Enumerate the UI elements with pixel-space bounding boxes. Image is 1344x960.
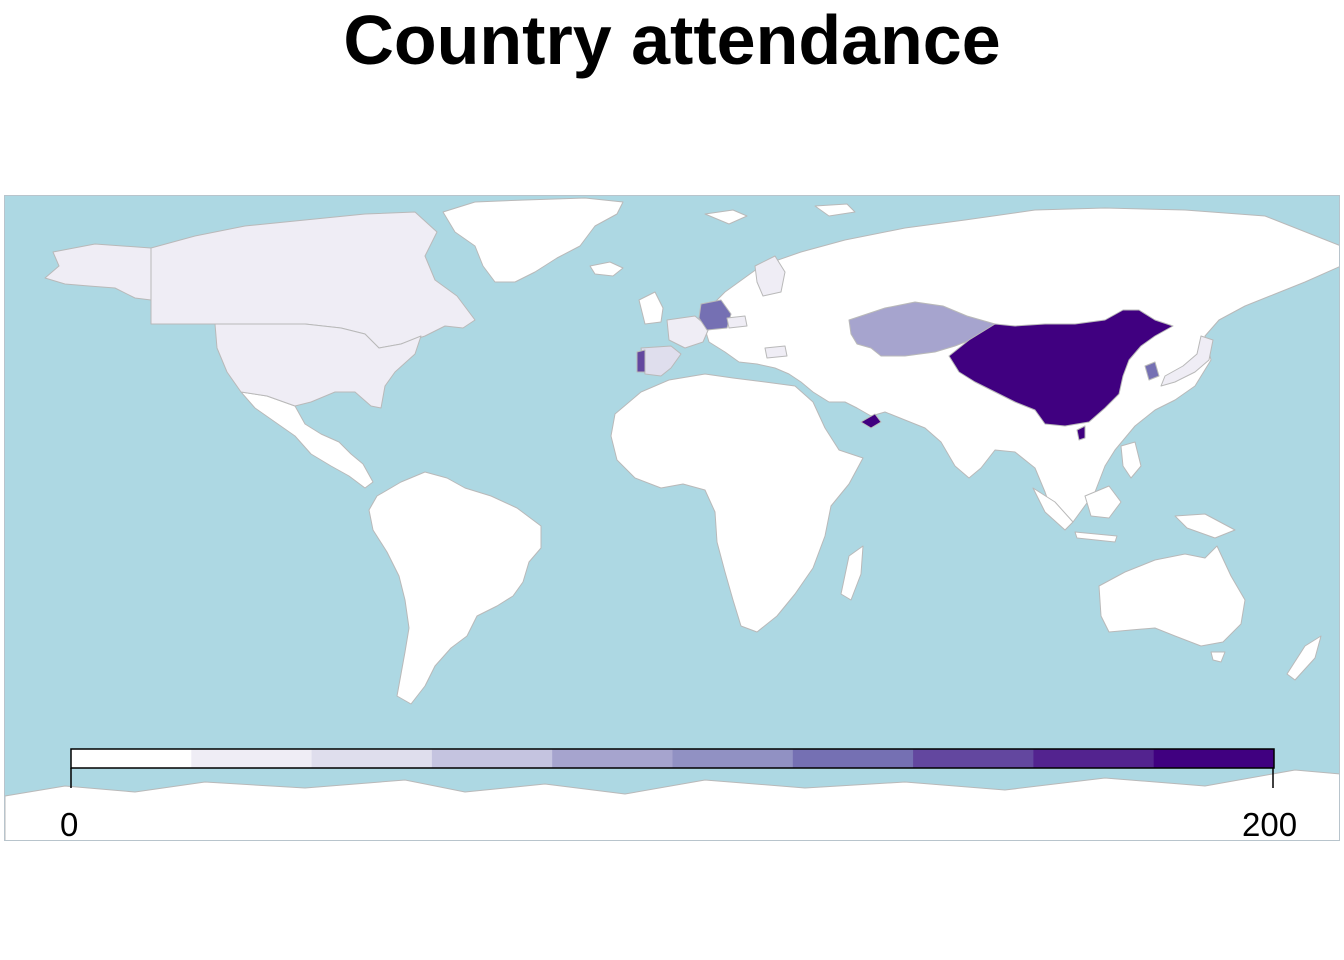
country-uae xyxy=(860,413,882,429)
legend-bin xyxy=(792,749,914,768)
legend-bin xyxy=(552,749,673,768)
land-antarctica xyxy=(5,769,1339,840)
country-united-states xyxy=(214,323,422,409)
land-uk xyxy=(638,291,664,325)
world-map xyxy=(4,195,1340,841)
land-madagascar xyxy=(840,545,864,601)
country-tasmania xyxy=(1210,651,1226,663)
legend-bin xyxy=(1153,749,1275,768)
country-portugal xyxy=(636,349,646,373)
country-kazakhstan xyxy=(848,301,996,357)
legend-bin xyxy=(311,749,433,768)
legend-max-label: 200 xyxy=(1242,806,1298,843)
land-sumatra xyxy=(1032,487,1074,531)
country-south-korea xyxy=(1144,361,1160,381)
legend-bin xyxy=(191,749,313,768)
page-title: Country attendance xyxy=(343,1,1001,79)
legend-min-label: 0 xyxy=(60,806,79,843)
legend-outline xyxy=(70,748,1275,769)
country-taiwan xyxy=(1076,425,1086,441)
country-spain xyxy=(640,345,682,377)
land-new-guinea xyxy=(1174,513,1236,539)
land-new-zealand xyxy=(1286,635,1322,681)
legend xyxy=(70,748,1275,788)
land-philippines xyxy=(1120,441,1142,479)
legend-bin xyxy=(71,749,192,768)
land-iceland xyxy=(589,261,624,277)
country-china xyxy=(948,309,1174,427)
legend-bin xyxy=(672,749,794,768)
map-canvas xyxy=(5,197,1339,840)
country-france xyxy=(666,315,710,349)
country-australia xyxy=(1098,545,1246,647)
legend-bin xyxy=(431,749,553,768)
land-greenland xyxy=(442,197,624,283)
legend-bin xyxy=(913,749,1034,768)
land-svalbard xyxy=(704,209,748,225)
land-south-america xyxy=(368,471,542,705)
country-czechia xyxy=(726,315,748,329)
legend-bin xyxy=(1033,749,1155,768)
country-bulgaria xyxy=(764,345,788,359)
country-japan xyxy=(1160,335,1214,387)
land-africa xyxy=(610,373,864,633)
country-finland xyxy=(754,255,786,297)
country-germany xyxy=(698,299,732,331)
land-java xyxy=(1074,531,1118,543)
land-franz-josef xyxy=(814,203,856,217)
land-borneo xyxy=(1084,485,1122,519)
land-mexico xyxy=(240,391,374,489)
country-alaska xyxy=(44,243,152,301)
